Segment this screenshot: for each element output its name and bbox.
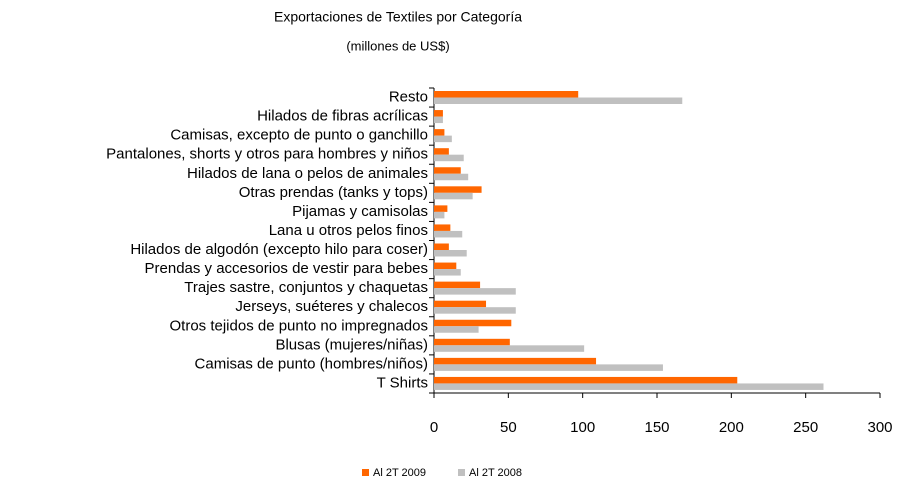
bar — [434, 326, 479, 333]
x-tick-label: 50 — [500, 419, 517, 436]
bar — [434, 91, 579, 98]
y-tick-label: Prendas y accesorios de vestir para bebe… — [145, 260, 428, 277]
bar — [434, 110, 443, 117]
x-tick-label: 300 — [867, 419, 892, 436]
y-tick-label: Trajes sastre, conjuntos y chaquetas — [184, 279, 428, 296]
bar — [434, 262, 457, 270]
legend-swatch — [362, 469, 369, 476]
bar — [434, 205, 448, 212]
legend-swatch — [458, 469, 465, 476]
bar — [434, 345, 585, 352]
bar — [434, 167, 461, 174]
bar — [434, 154, 464, 162]
y-tick-label: Lana u otros pelos finos — [269, 222, 428, 239]
y-tick-label: Camisas, excepto de punto o ganchillo — [170, 127, 428, 144]
y-tick-label: Pantalones, shorts y otros para hombres … — [106, 146, 428, 163]
bar — [434, 383, 824, 390]
y-tick-label: Resto — [389, 89, 428, 106]
bar — [434, 135, 452, 143]
legend-label: Al 2T 2009 — [373, 467, 426, 479]
bar — [434, 281, 481, 289]
x-tick-label: 150 — [644, 419, 669, 436]
y-tick-label: Hilados de fibras acrílicas — [257, 108, 428, 125]
y-tick-label: Hilados de lana o pelos de animales — [187, 165, 428, 182]
y-tick-label: Camisas de punto (hombres/niños) — [195, 355, 428, 372]
y-tick-label: Jerseys, suéteres y chalecos — [235, 298, 428, 315]
bar — [434, 364, 663, 371]
y-tick-label: T Shirts — [377, 374, 428, 391]
y-tick-label: Hilados de algodón (excepto hilo para co… — [130, 241, 428, 258]
bar — [434, 192, 473, 200]
bar — [434, 173, 469, 181]
bar — [434, 97, 683, 104]
bar — [434, 376, 738, 384]
bar — [434, 211, 445, 219]
bar — [434, 148, 449, 155]
bar — [434, 338, 510, 346]
x-tick-label: 200 — [719, 419, 744, 436]
bar — [434, 250, 467, 257]
y-tick-label: Blusas (mujeres/niñas) — [275, 336, 428, 353]
x-tick-label: 0 — [430, 419, 438, 436]
bar — [434, 129, 445, 136]
bar — [434, 186, 482, 193]
bar — [434, 230, 463, 238]
bar — [434, 307, 516, 314]
bar — [434, 224, 451, 231]
y-tick-label: Otras prendas (tanks y tops) — [239, 184, 428, 201]
y-tick-label: Otros tejidos de punto no impregnados — [170, 317, 429, 334]
bar — [434, 269, 461, 276]
y-tick-label: Pijamas y camisolas — [292, 203, 428, 220]
bar — [434, 319, 512, 327]
bar — [434, 357, 597, 365]
bar — [434, 116, 443, 124]
x-tick-label: 250 — [793, 419, 818, 436]
bar — [434, 243, 449, 250]
legend-label: Al 2T 2008 — [469, 467, 522, 479]
chart-title: Exportaciones de Textiles por Categoría — [274, 9, 522, 25]
bar — [434, 300, 487, 308]
chart-subtitle: (millones de US$) — [346, 38, 449, 53]
x-tick-label: 100 — [570, 419, 595, 436]
bar — [434, 288, 516, 295]
